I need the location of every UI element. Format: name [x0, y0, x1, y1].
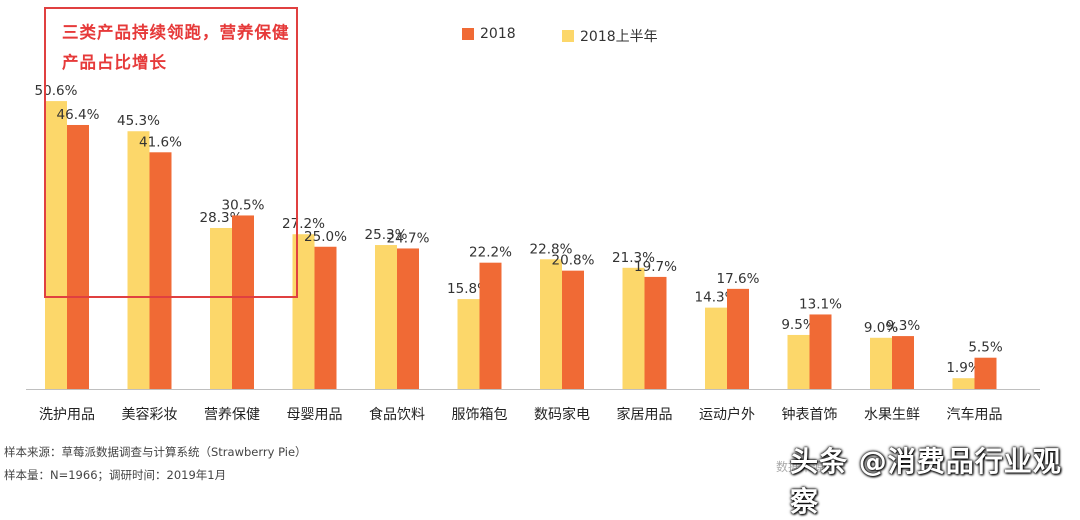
watermark-underlay: 数据来源	[776, 460, 825, 474]
data-label-2018-h1-6: 22.8%	[530, 241, 573, 257]
legend-swatch-2018	[462, 28, 474, 40]
bar-2018-h1-0	[45, 101, 67, 389]
bar-2018-h1-7	[622, 267, 645, 389]
data-label-2018-2: 30.5%	[222, 197, 265, 213]
data-label-2018-h1-8: 14.3%	[695, 290, 738, 306]
footnote-sample: 样本量：N=1966；调研时间：2019年1月	[4, 468, 227, 482]
bar-2018-h1-6	[540, 259, 562, 389]
bar-2018-6	[562, 270, 584, 389]
bar-2018-h1-11	[952, 378, 975, 389]
category-label-0: 洗护用品	[39, 407, 95, 423]
category-label-1: 美容彩妆	[122, 406, 178, 423]
bar-2018-3	[314, 246, 337, 389]
data-label-2018-3: 25.0%	[304, 229, 347, 245]
bar-2018-1	[149, 152, 172, 389]
bar-2018-11	[974, 357, 997, 389]
bar-2018-8	[727, 288, 749, 389]
data-label-2018-h1-2: 28.3%	[200, 210, 243, 226]
category-label-4: 食品饮料	[369, 406, 425, 423]
bar-2018-h1-5	[457, 299, 480, 389]
bar-2018-h1-1	[127, 131, 150, 390]
data-label-2018-h1-4: 25.3%	[365, 227, 408, 243]
bar-2018-h1-10	[870, 337, 892, 389]
category-label-11: 汽车用品	[947, 406, 1003, 423]
data-label-2018-4: 24.7%	[387, 230, 430, 246]
category-label-8: 运动户外	[699, 406, 755, 423]
bar-2018-4	[397, 248, 419, 389]
data-label-2018-7: 19.7%	[634, 259, 677, 275]
data-label-2018-5: 22.2%	[469, 245, 512, 261]
bar-2018-2	[232, 215, 254, 389]
data-label-2018-0: 46.4%	[57, 107, 100, 123]
category-label-9: 钟表首饰	[782, 406, 838, 423]
data-label-2018-8: 17.6%	[717, 271, 760, 287]
legend-item-2018-h1: 2018上半年	[562, 26, 658, 46]
bar-2018-h1-3	[292, 234, 315, 389]
bar-2018-9	[809, 314, 832, 389]
highlight-box	[44, 7, 298, 298]
data-label-2018-h1-1: 45.3%	[117, 113, 160, 129]
legend-label-2018: 2018	[480, 26, 516, 42]
data-label-2018-h1-9: 9.5%	[781, 317, 815, 333]
bar-2018-h1-9	[787, 334, 810, 389]
footnote-source: 样本来源：草莓派数据调查与计算系统（Strawberry Pie）	[4, 445, 307, 459]
category-label-10: 水果生鲜	[864, 407, 920, 423]
category-label-2: 营养保健	[204, 407, 260, 423]
data-label-2018-h1-7: 21.3%	[612, 250, 655, 266]
category-label-7: 家居用品	[617, 406, 673, 423]
legend-label-2018-h1: 2018上半年	[580, 29, 658, 45]
data-label-2018-6: 20.8%	[552, 253, 595, 269]
data-label-2018-h1-10: 9.0%	[864, 320, 898, 336]
callout-text: 三类产品持续领跑，营养保健产品占比增长	[62, 23, 290, 72]
bar-2018-10	[892, 336, 914, 389]
data-label-2018-h1-5: 15.8%	[447, 281, 490, 297]
data-label-2018-h1-11: 1.9%	[946, 360, 980, 376]
bar-2018-h1-8	[705, 307, 727, 389]
category-label-5: 服饰箱包	[452, 407, 508, 423]
data-label-2018-10: 9.3%	[886, 318, 920, 334]
data-label-2018-1: 41.6%	[139, 134, 182, 150]
category-label-3: 母婴用品	[287, 407, 343, 423]
data-label-2018-11: 5.5%	[968, 340, 1002, 356]
bar-2018-h1-4	[375, 245, 397, 389]
category-label-6: 数码家电	[534, 406, 590, 423]
legend-swatch-2018-h1	[562, 30, 574, 42]
bar-2018-0	[67, 124, 89, 389]
bar-chart: 50.6%46.4%洗护用品45.3%41.6%美容彩妆28.3%30.5%营养…	[26, 83, 1040, 423]
watermark: 头条 @消费品行业观察	[790, 445, 1062, 518]
data-label-2018-9: 13.1%	[799, 296, 842, 312]
bar-2018-h1-2	[210, 227, 232, 389]
bar-2018-7	[644, 276, 667, 389]
data-label-2018-h1-3: 27.2%	[282, 216, 325, 232]
legend-item-2018: 2018	[462, 26, 516, 42]
bar-2018-5	[479, 262, 502, 389]
